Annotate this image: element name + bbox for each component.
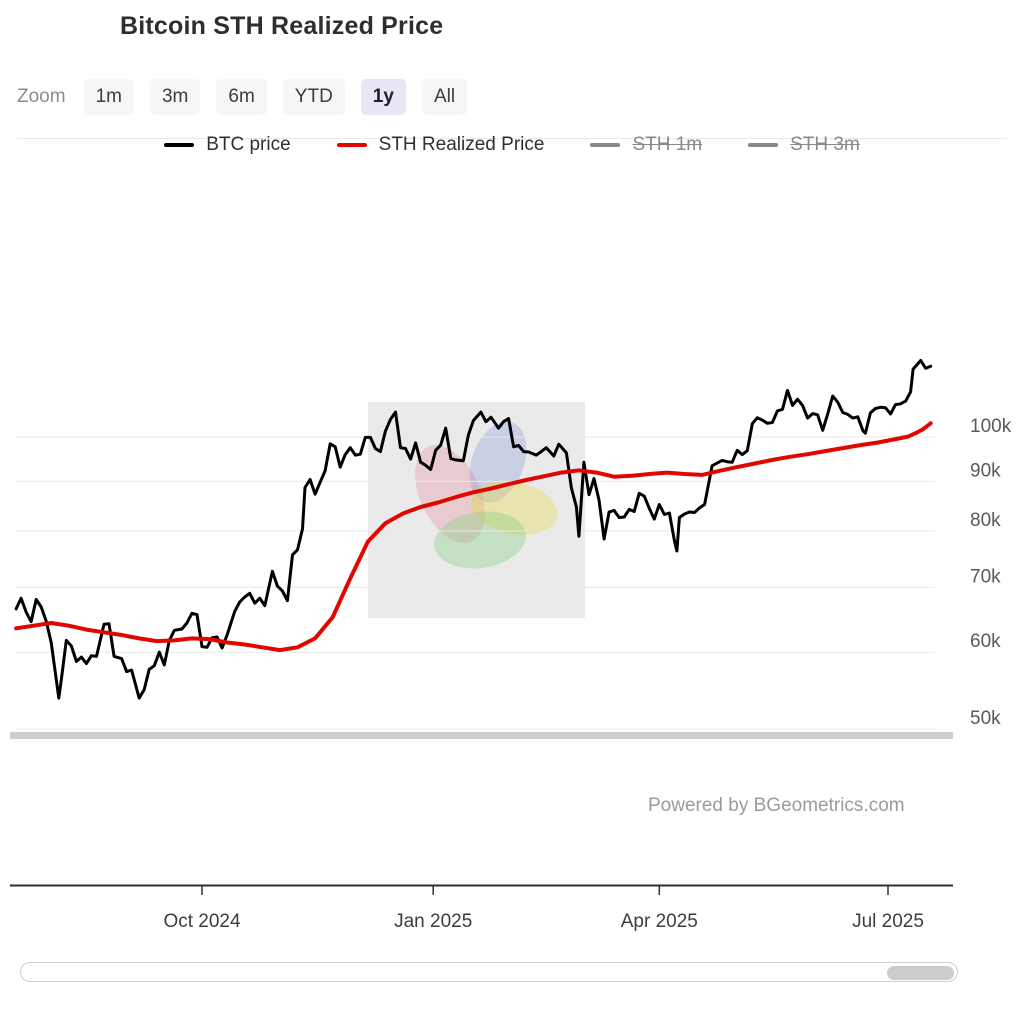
legend-item-sth-1m[interactable]: STH 1m xyxy=(590,134,702,156)
y-axis-label: 60k xyxy=(970,631,1001,652)
legend-label: STH 3m xyxy=(790,134,860,155)
legend-marker-icon xyxy=(590,143,621,147)
x-axis-label: Oct 2024 xyxy=(163,911,241,932)
legend-item-sth-realized-price[interactable]: STH Realized Price xyxy=(336,134,545,156)
series-group xyxy=(14,359,933,700)
legend-marker-icon xyxy=(164,143,195,147)
range-selector-label: Zoom xyxy=(17,86,66,107)
credit-link[interactable]: Powered by BGeometrics.com xyxy=(648,795,905,816)
y-axis-label: 80k xyxy=(970,510,1001,531)
y-axis-label: 50k xyxy=(970,708,1001,729)
horizontal-scrollbar-track[interactable] xyxy=(20,962,958,982)
y-axis-label: 90k xyxy=(970,460,1001,481)
zoom-button-3m[interactable]: 3m xyxy=(149,79,201,115)
zoom-button-1y[interactable]: 1y xyxy=(360,79,406,115)
watermark-box xyxy=(368,402,585,618)
x-axis-label: Jul 2025 xyxy=(852,911,924,932)
page-title: Bitcoin STH Realized Price xyxy=(120,12,444,40)
y-grid: 100k 90k 80k 70k 60k 50k xyxy=(16,416,1012,730)
legend: BTC price STH Realized Price STH 1m STH 3m xyxy=(0,134,1024,156)
zoom-button-all[interactable]: All xyxy=(421,79,468,115)
horizontal-scrollbar-thumb[interactable] xyxy=(887,966,954,980)
series-sth-realized-price xyxy=(14,421,933,653)
x-axis: Oct 2024 Jan 2025 Apr 2025 Jul 2025 xyxy=(10,884,953,932)
y-axis-label: 100k xyxy=(970,416,1012,437)
bottom-band xyxy=(10,732,953,739)
watermark xyxy=(368,402,585,618)
range-selector: Zoom 1m 3m 6m YTD 1y All xyxy=(17,79,468,115)
legend-label: BTC price xyxy=(206,134,291,155)
legend-label: STH 1m xyxy=(632,134,703,155)
x-axis-label: Jan 2025 xyxy=(394,911,472,932)
series-btc-price xyxy=(14,359,933,700)
legend-marker-icon xyxy=(748,143,779,147)
legend-label: STH Realized Price xyxy=(378,134,545,155)
legend-marker-icon xyxy=(336,143,367,147)
legend-item-sth-3m[interactable]: STH 3m xyxy=(748,134,860,156)
chart-top-border xyxy=(17,138,1007,139)
zoom-button-6m[interactable]: 6m xyxy=(216,79,267,115)
zoom-button-ytd[interactable]: YTD xyxy=(282,79,345,115)
legend-item-btc-price[interactable]: BTC price xyxy=(164,134,291,156)
y-axis-label: 70k xyxy=(970,566,1001,587)
x-axis-label: Apr 2025 xyxy=(621,911,698,932)
zoom-button-1m[interactable]: 1m xyxy=(83,79,134,115)
